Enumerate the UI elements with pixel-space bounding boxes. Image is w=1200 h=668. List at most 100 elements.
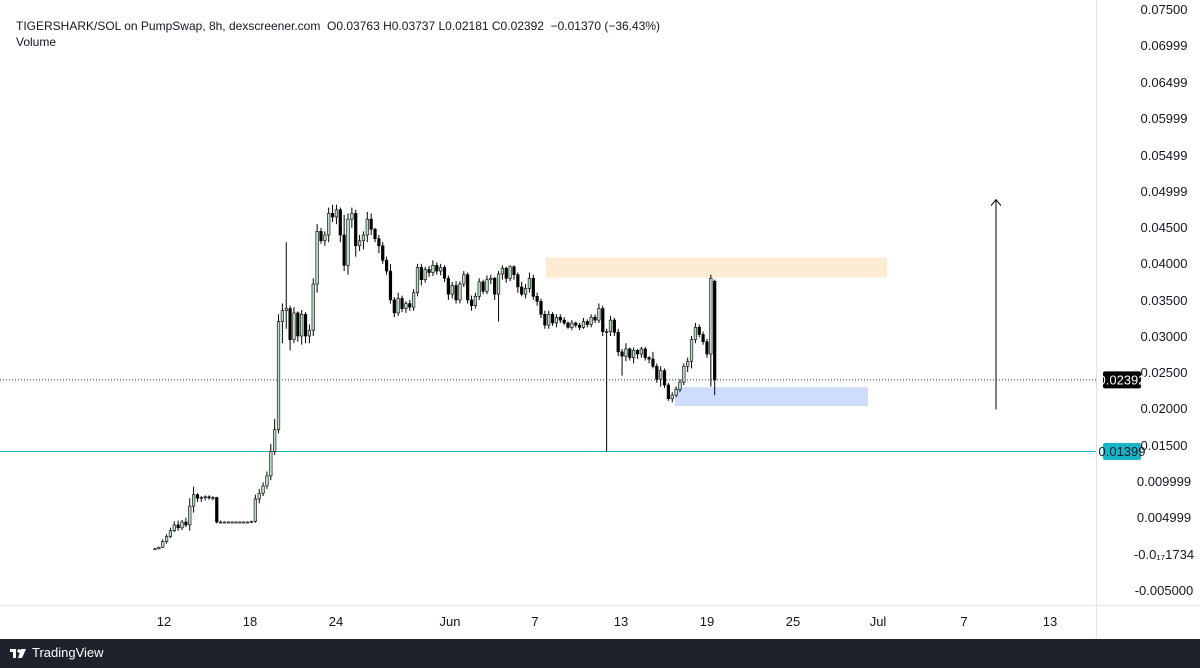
candle-body <box>311 283 315 331</box>
candle <box>327 207 331 243</box>
candle-body <box>446 277 450 295</box>
candle <box>693 322 697 344</box>
candle <box>261 482 265 497</box>
candle <box>585 319 589 328</box>
candle <box>628 347 632 361</box>
candle <box>605 328 609 452</box>
candle <box>157 546 161 550</box>
candle <box>520 281 524 297</box>
axis-layer: 0.07500 0.06999 0.06499 0.05999 0.05499 0.049… <box>0 0 1200 639</box>
tradingview-brand[interactable]: TradingView <box>10 645 104 660</box>
candle-body <box>157 546 161 550</box>
candle-body <box>203 496 207 499</box>
candle-body <box>520 286 524 295</box>
candle <box>581 317 586 329</box>
candle <box>192 486 196 513</box>
candle <box>350 207 354 228</box>
price-tick-label: 0.02500 <box>1141 365 1188 380</box>
candle <box>265 471 269 489</box>
candle <box>531 274 535 300</box>
candle <box>381 242 385 264</box>
candle-body <box>276 321 281 431</box>
candle <box>689 335 694 369</box>
candle <box>566 321 570 329</box>
price-tick-label: 0.02000 <box>1141 401 1188 416</box>
candle-body <box>176 524 180 529</box>
candle <box>323 231 327 246</box>
candle-body <box>384 259 389 272</box>
candle-body <box>188 505 192 526</box>
candle <box>713 279 717 396</box>
candle-body <box>466 274 470 301</box>
resistance-zone <box>546 257 887 278</box>
candle-body <box>713 280 717 381</box>
candle-body <box>249 521 254 523</box>
candle <box>215 496 219 524</box>
candle <box>601 305 605 336</box>
candle <box>574 321 578 328</box>
candles-layer <box>153 204 717 551</box>
candle-body <box>431 265 435 273</box>
candle-body <box>412 292 416 308</box>
candle-body <box>388 270 393 301</box>
candle-body <box>531 277 535 297</box>
candle <box>435 262 439 275</box>
candle <box>180 519 184 530</box>
candle <box>396 292 400 316</box>
candle <box>388 263 393 304</box>
candle <box>643 346 647 361</box>
candle-body <box>400 298 404 309</box>
candle-body <box>527 277 532 289</box>
lines-layer <box>0 379 1096 452</box>
candle <box>384 256 389 275</box>
candle <box>361 231 366 250</box>
candle <box>211 496 215 501</box>
candle <box>554 314 559 328</box>
candle-body <box>207 496 211 499</box>
candle <box>300 310 304 345</box>
time-tick-label: 24 <box>329 614 343 629</box>
brand-name: TradingView <box>32 645 104 660</box>
line-price-badge-bg <box>1103 442 1141 460</box>
candle <box>632 347 636 364</box>
candle-body <box>689 339 694 362</box>
price-tick-label: -0.005000 <box>1135 583 1194 598</box>
candle-body <box>554 316 559 324</box>
line-price-value: 0.01399 <box>1099 444 1146 459</box>
drawings-layer <box>990 198 1002 410</box>
candle-body <box>643 348 647 358</box>
line-price-badge: 0.01399 <box>1099 442 1146 460</box>
candle-body <box>230 521 234 524</box>
time-tick-label: 25 <box>786 614 800 629</box>
candle-body <box>539 301 543 315</box>
candle <box>701 331 705 345</box>
candle <box>635 348 640 360</box>
candle <box>431 260 435 277</box>
time-tick-label: 19 <box>700 614 714 629</box>
candle-body <box>439 267 443 272</box>
candle <box>219 520 223 524</box>
candle <box>674 386 678 398</box>
candle <box>164 534 169 544</box>
candle <box>307 324 312 344</box>
price-tick-label: 0.04999 <box>1141 184 1188 199</box>
ohlc-close: C0.02392 <box>491 19 544 33</box>
candle-body <box>307 329 312 337</box>
candle-body <box>697 327 701 335</box>
price-tick-label: 0.05999 <box>1141 111 1188 126</box>
candle <box>651 351 655 369</box>
candle-body <box>300 314 304 337</box>
candle <box>357 235 362 251</box>
candle-body <box>632 350 636 358</box>
price-tick-label: 0.01500 <box>1141 438 1188 453</box>
candle-body <box>303 314 308 337</box>
candle-body <box>215 497 219 523</box>
candle <box>516 272 520 293</box>
candle <box>446 275 450 300</box>
candlestick-chart[interactable]: 0.07500 0.06999 0.06499 0.05999 0.05499 0.049… <box>0 0 1200 639</box>
candle <box>365 211 369 243</box>
candle <box>577 322 582 331</box>
candle-body <box>392 299 396 314</box>
candle-body <box>489 277 493 281</box>
candle-body <box>566 322 570 328</box>
